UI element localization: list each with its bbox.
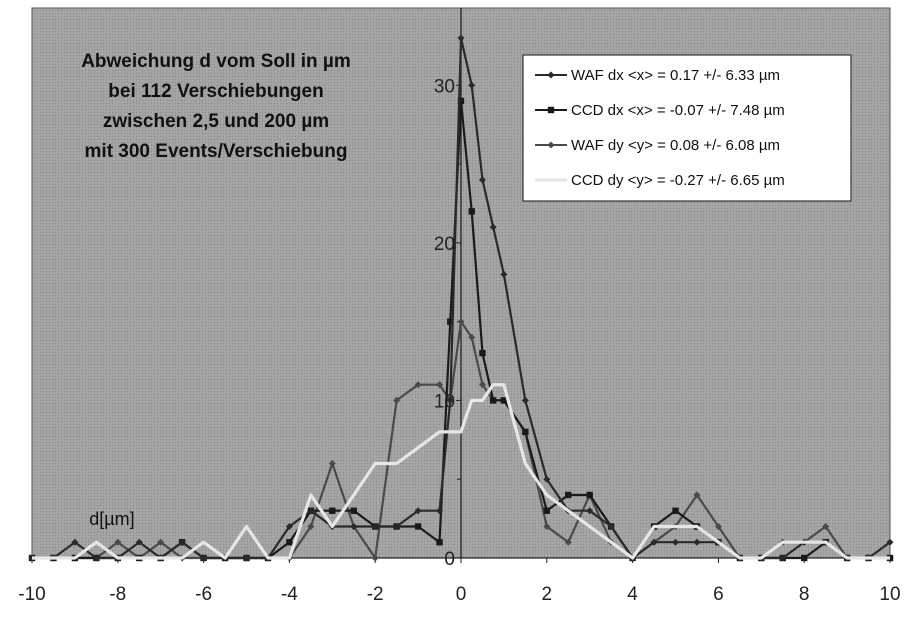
data-point: [543, 522, 551, 530]
data-point: [586, 491, 593, 499]
data-point: [328, 459, 336, 467]
data-point: [436, 539, 443, 546]
data-point: [650, 538, 658, 546]
data-point: [243, 554, 250, 562]
data-point: [801, 554, 808, 562]
data-point: [436, 381, 444, 389]
legend-label: WAF dx <x> = 0.17 +/- 6.33 µm: [571, 67, 780, 84]
data-point: [436, 507, 444, 515]
data-point: [350, 507, 357, 514]
data-point: [489, 397, 497, 404]
data-point: [714, 522, 722, 530]
x-tick-label: 0: [456, 584, 467, 605]
legend-entry: WAF dy <y> = 0.08 +/- 6.08 µm: [535, 137, 780, 154]
data-point: [478, 176, 486, 184]
data-point: [414, 523, 422, 530]
x-tick-label: 8: [799, 584, 810, 605]
data-point: [521, 396, 529, 404]
data-point: [457, 97, 465, 105]
data-point: [500, 270, 508, 278]
y-tick-label: 20: [434, 234, 455, 255]
series-3: [32, 383, 890, 560]
y-tick-label: 30: [434, 76, 455, 97]
legend-label: WAF dy <y> = 0.08 +/- 6.08 µm: [571, 137, 780, 154]
data-point: [779, 554, 787, 562]
data-point: [500, 397, 508, 404]
data-point: [414, 381, 422, 389]
data-point: [92, 554, 100, 562]
data-point: [468, 81, 476, 89]
y-tick-label: 0: [444, 549, 455, 570]
data-point: [200, 554, 208, 562]
legend-swatch-marker: [547, 141, 555, 149]
series-line: [32, 320, 890, 560]
data-point: [565, 491, 572, 499]
data-point: [307, 522, 315, 530]
legend-entry: WAF dx <x> = 0.17 +/- 6.33 µm: [535, 67, 780, 84]
x-tick-label: -6: [195, 584, 212, 605]
x-tick-label: 2: [542, 584, 553, 605]
data-point: [414, 507, 422, 515]
data-point: [693, 538, 701, 546]
legend-label: CCD dx <x> = -0.07 +/- 7.48 µm: [571, 102, 785, 119]
data-point: [564, 538, 572, 546]
data-point: [886, 538, 894, 546]
data-point: [135, 538, 143, 546]
chart-title-line: bei 112 Verschiebungen: [108, 81, 323, 102]
data-point: [672, 538, 679, 546]
data-point: [489, 223, 497, 231]
data-point: [447, 318, 454, 325]
data-point: [286, 539, 293, 546]
data-point: [522, 428, 529, 436]
data-point: [586, 507, 594, 515]
data-point: [114, 538, 122, 546]
x-tick-label: -8: [109, 584, 126, 605]
data-point: [607, 522, 615, 530]
data-point: [468, 333, 476, 341]
data-point: [371, 554, 379, 562]
data-point: [672, 507, 679, 514]
data-point: [446, 396, 454, 404]
chart-title-line: mit 300 Events/Verschiebung: [85, 141, 348, 162]
x-tick-label: 10: [879, 584, 900, 605]
x-tick-label: -2: [367, 584, 384, 605]
chart-title-line: Abweichung d vom Soll in µm: [81, 51, 351, 72]
x-axis-label: d[µm]: [89, 509, 134, 529]
data-point: [543, 475, 551, 483]
data-point: [393, 396, 401, 404]
legend-entry: CCD dy <y> = -0.27 +/- 6.65 µm: [535, 172, 785, 189]
legend-swatch-marker: [547, 71, 555, 79]
x-tick-label: -10: [18, 584, 45, 605]
data-point: [822, 522, 830, 530]
data-point: [71, 538, 79, 546]
data-point: [371, 522, 379, 530]
x-tick-label: 6: [713, 584, 724, 605]
legend-box: [522, 54, 852, 202]
data-point: [693, 491, 701, 499]
data-point: [393, 522, 401, 530]
data-point: [178, 538, 186, 546]
data-point: [457, 318, 465, 326]
data-point: [350, 522, 358, 530]
data-point: [329, 507, 336, 514]
data-point: [479, 349, 486, 357]
data-point: [307, 507, 315, 515]
data-point: [285, 522, 293, 530]
legend-swatch-marker: [547, 106, 555, 114]
series-line: [32, 383, 890, 560]
legend-label: CCD dy <y> = -0.27 +/- 6.65 µm: [571, 172, 785, 189]
data-point: [157, 538, 165, 546]
x-tick-label: 4: [627, 584, 638, 605]
data-point: [457, 34, 465, 42]
chart-title-line: zwischen 2,5 und 200 µm: [103, 111, 329, 132]
x-tick-label: -4: [281, 584, 298, 605]
data-point: [468, 208, 475, 215]
legend-entry: CCD dx <x> = -0.07 +/- 7.48 µm: [535, 102, 785, 119]
data-point: [478, 381, 486, 389]
data-point: [543, 507, 550, 514]
